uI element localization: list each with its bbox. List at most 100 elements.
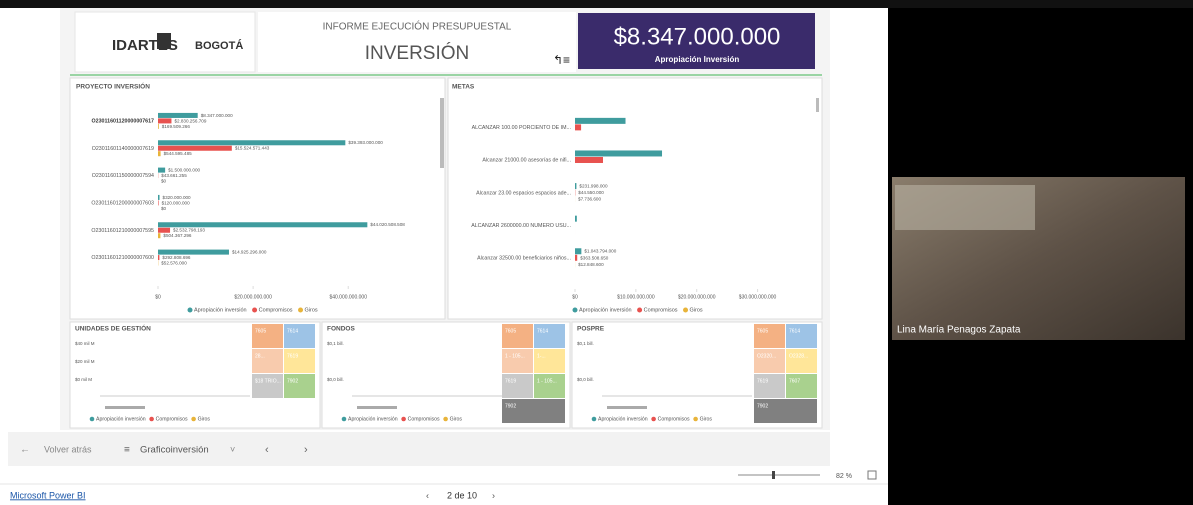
tile-label: 7902 bbox=[757, 403, 768, 409]
chart-title: METAS bbox=[452, 84, 475, 91]
menu-caret[interactable]: ˅ bbox=[230, 444, 235, 454]
tile-label: 7605 bbox=[757, 328, 768, 334]
back-arrow[interactable]: ← bbox=[20, 445, 30, 456]
legend-label: Compromisos bbox=[156, 416, 188, 422]
value-label: $169.509.266 bbox=[162, 124, 191, 129]
tile-label: 7619 bbox=[505, 378, 516, 384]
scroll-bar bbox=[607, 406, 647, 409]
next-page[interactable]: › bbox=[304, 444, 308, 456]
x-tick-label: $40.000.000.000 bbox=[329, 294, 367, 300]
legend-marker bbox=[298, 308, 303, 313]
x-tick-label: $20.000.000.000 bbox=[678, 294, 716, 300]
legend-marker bbox=[683, 308, 688, 313]
legend-marker bbox=[252, 308, 257, 313]
tile-label: 1 - 105... bbox=[505, 353, 525, 359]
bar bbox=[575, 248, 581, 254]
brand-link[interactable]: Microsoft Power BI bbox=[10, 490, 86, 500]
legend-label: Apropiación inversión bbox=[598, 416, 648, 422]
value-label: $292.808.696 bbox=[162, 255, 191, 260]
legend-marker bbox=[401, 417, 406, 422]
x-tick-label: $0 bbox=[572, 294, 578, 300]
bar bbox=[158, 250, 229, 255]
value-label: $14.925.296.000 bbox=[232, 250, 267, 255]
axis-label: $0,0 bill. bbox=[327, 377, 344, 382]
legend-marker bbox=[90, 417, 95, 422]
tile-label: O2328... bbox=[789, 353, 808, 359]
pager-prev[interactable]: ‹ bbox=[426, 490, 429, 500]
x-tick-label: $20.000.000.000 bbox=[234, 294, 272, 300]
panel-title: UNIDADES DE GESTIÓN bbox=[75, 324, 151, 333]
menu-icon[interactable]: ≡ bbox=[124, 445, 130, 456]
x-tick-label: $10.000.000.000 bbox=[617, 294, 655, 300]
value-label: $39.393.000.000 bbox=[348, 140, 383, 145]
logo-shield bbox=[157, 33, 171, 49]
value-label: $120.000.000 bbox=[162, 200, 191, 205]
legend-label: Giros bbox=[700, 416, 713, 422]
legend-label: Compromisos bbox=[408, 416, 440, 422]
tile-label: 7607 bbox=[789, 378, 800, 384]
legend-marker bbox=[188, 308, 193, 313]
value-label: $15.524.571.443 bbox=[235, 146, 270, 151]
value-label: $2.830.256.709 bbox=[174, 118, 206, 123]
legend-label: Compromisos bbox=[658, 416, 690, 422]
bar bbox=[575, 183, 576, 189]
bar bbox=[158, 233, 160, 238]
legend-marker bbox=[149, 417, 154, 422]
bar bbox=[575, 157, 603, 163]
screen: IDARTES BOGOTÁ INFORME EJECUCIÓN PRESUPU… bbox=[0, 0, 1193, 505]
value-label: $44.020.508.508 bbox=[370, 222, 405, 227]
kpi-label: Apropiación Inversión bbox=[655, 55, 740, 64]
scrollbar[interactable] bbox=[816, 98, 819, 112]
participant-name: Lina María Penagos Zapata bbox=[897, 325, 1021, 336]
value-label: $363.508.650 bbox=[580, 255, 609, 260]
legend-marker bbox=[592, 417, 597, 422]
tile-label: O2320... bbox=[757, 353, 776, 359]
prev-page[interactable]: ‹ bbox=[265, 444, 269, 456]
panel-metas bbox=[448, 78, 822, 319]
legend-marker bbox=[443, 417, 448, 422]
value-label: $8.347.000.000 bbox=[201, 113, 233, 118]
x-tick-label: $0 bbox=[155, 294, 161, 300]
nav-bar bbox=[8, 432, 830, 466]
tile-label: 28... bbox=[255, 353, 265, 359]
zoom-level: 82 % bbox=[836, 473, 852, 480]
value-label: $544.595.485 bbox=[164, 151, 193, 156]
legend-label: Compromisos bbox=[644, 307, 678, 313]
page-menu[interactable]: Graficoinversión bbox=[140, 445, 209, 456]
legend-label: Apropiación inversión bbox=[96, 416, 146, 422]
back-icon[interactable]: ↰≡ bbox=[553, 53, 570, 67]
bar bbox=[158, 222, 367, 227]
bar bbox=[575, 255, 577, 261]
tile-label: 7605 bbox=[255, 328, 266, 334]
axis-label: $40 mil M bbox=[75, 341, 95, 346]
logo-bogota: BOGOTÁ bbox=[195, 39, 243, 52]
bar bbox=[158, 151, 161, 156]
pager-next[interactable]: › bbox=[492, 490, 495, 500]
value-label: $1.500.000.000 bbox=[168, 168, 200, 173]
panel-proyecto bbox=[70, 78, 445, 319]
value-label: $0 bbox=[161, 206, 167, 211]
scrollbar[interactable] bbox=[440, 98, 444, 168]
tile-label: 7614 bbox=[537, 328, 548, 334]
scroll-bar bbox=[105, 406, 145, 409]
value-label: $0 bbox=[161, 178, 167, 183]
zoom-thumb[interactable] bbox=[772, 471, 775, 479]
bar bbox=[158, 124, 159, 129]
category-label: ALCANZAR 2600000.00 NUMERO USU... bbox=[471, 223, 571, 229]
tile-label: 7902 bbox=[505, 403, 516, 409]
top-bar bbox=[0, 0, 1193, 8]
legend-label: Giros bbox=[450, 416, 463, 422]
legend-label: Giros bbox=[198, 416, 211, 422]
category-label: O23011601210000007600 bbox=[91, 255, 154, 261]
bar bbox=[158, 168, 165, 173]
tile-label: 7605 bbox=[505, 328, 516, 334]
bar bbox=[575, 150, 662, 156]
legend-label: Apropiación inversión bbox=[579, 307, 632, 313]
category-label: Alcanzar 32500.00 beneficiarios niños... bbox=[477, 255, 571, 261]
bar bbox=[158, 118, 171, 123]
scroll-bar bbox=[357, 406, 397, 409]
panel-title: POSPRE bbox=[577, 326, 605, 333]
category-label: Alcanzar 23.00 espacios espacios ade... bbox=[476, 190, 571, 196]
back-button[interactable]: Volver atrás bbox=[44, 444, 92, 454]
category-label: O23011601120000007617 bbox=[92, 119, 155, 125]
